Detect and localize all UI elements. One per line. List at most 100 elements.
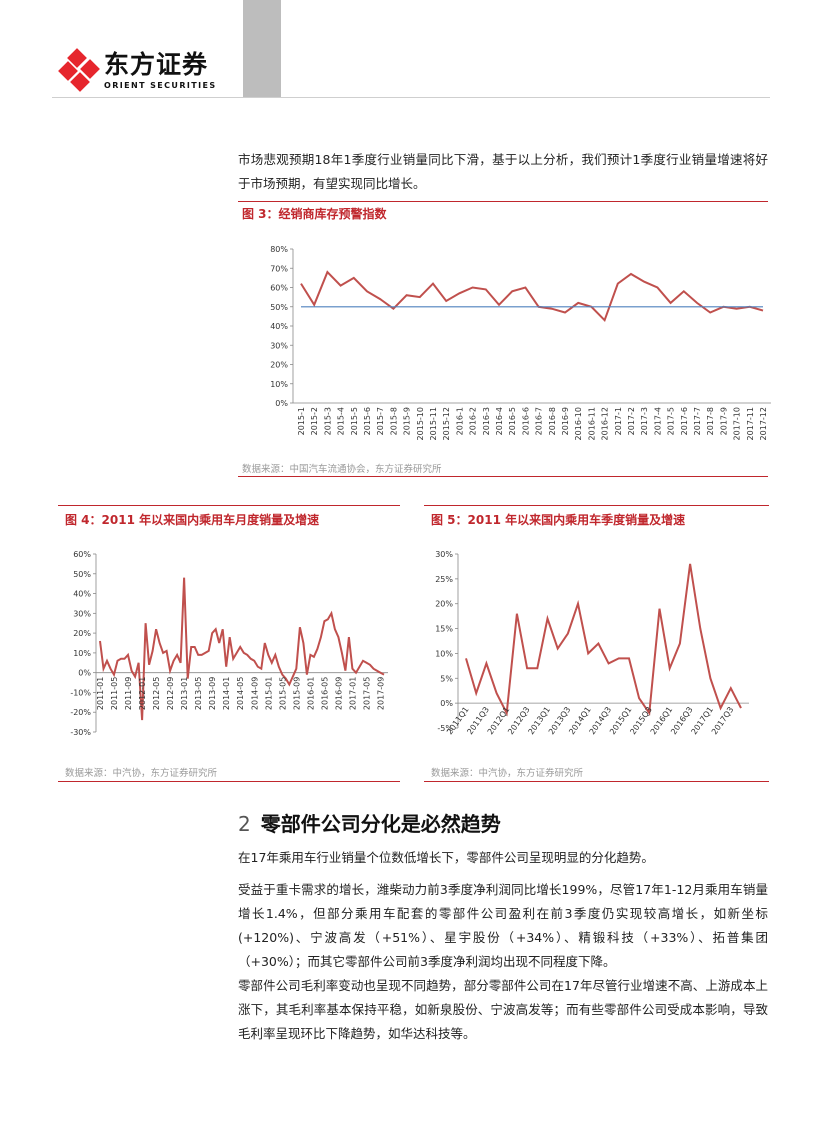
figure5-title: 图 5：2011 年以来国内乘用车季度销量及增速 (431, 513, 686, 527)
y-tick-label: 60% (73, 550, 91, 559)
x-tick-label: 2017-05 (362, 677, 371, 710)
figure5-chart: -5%0%5%10%15%20%25%30%2011Q12011Q32012Q1… (435, 550, 749, 736)
series-line-0 (300, 270, 764, 323)
y-tick-label: 15% (435, 625, 453, 634)
x-tick-label: 2015-8 (389, 407, 398, 435)
y-tick-label: -5% (437, 724, 453, 733)
x-tick-label: 2015-7 (376, 407, 385, 435)
y-tick-label: 10% (73, 649, 91, 658)
y-tick-label: 40% (270, 322, 288, 331)
x-tick-label: 2016-7 (535, 407, 544, 435)
y-tick-label: 0% (440, 699, 453, 708)
x-tick-label: 2012-01 (138, 677, 147, 710)
x-tick-label: 2016-12 (601, 407, 610, 440)
figure3-chart: 0% 10% 20% 30% 40% 50% 60% 70% 80% 2015-1 2015-2 20… (270, 245, 771, 440)
x-tick-label: 2016-4 (495, 407, 504, 435)
x-tick-label: 2015-5 (350, 407, 359, 435)
x-tick-label: 2015-1 (297, 407, 306, 435)
y-tick-label: 20% (73, 629, 91, 638)
x-tick-label: 2016-05 (320, 677, 329, 710)
y-tick-label: 40% (73, 590, 91, 599)
x-tick-label: 2017-1 (614, 407, 623, 435)
figure4-top-rule (58, 505, 400, 506)
y-tick-label: 50% (270, 303, 288, 312)
figure4-chart: -30% -20% -10% 0% 10% 20% 30% 40% 50% 60% 2011-01 2… (70, 550, 388, 737)
x-tick-label: 2017-09 (376, 677, 385, 710)
header-gray-bar (243, 0, 281, 98)
y-tick-label: -10% (70, 688, 91, 697)
x-tick-label: 2016-3 (482, 407, 491, 435)
x-tick-label: 2011-09 (124, 677, 133, 710)
x-tick-label: 2017-2 (627, 407, 636, 435)
figure5-top-rule (424, 505, 769, 506)
x-tick-label: 2017-4 (653, 407, 662, 435)
x-tick-label: 2013-05 (194, 677, 203, 710)
body-paragraph-2: 受益于重卡需求的增长，潍柴动力前3季度净利润同比增长199%，尽管17年1-12… (238, 882, 768, 969)
x-tick-label: 2016-10 (574, 407, 583, 440)
x-tick-label: 2017-01 (348, 677, 357, 710)
section-heading: 2 零部件公司分化是必然趋势 (238, 808, 501, 837)
x-tick-label: 2012-09 (166, 677, 175, 710)
x-tick-label: 2015-11 (429, 407, 438, 440)
x-tick-label: 2017-8 (706, 407, 715, 435)
brand-name-cn: 东方证券 (104, 50, 209, 79)
x-tick-label: 2016-6 (521, 407, 530, 435)
figure3-top-rule (238, 201, 768, 202)
y-tick-label: 20% (435, 600, 453, 609)
x-tick-label: 2014-05 (236, 677, 245, 710)
figure3-source: 数据来源：中国汽车流通协会，东方证券研究所 (242, 464, 442, 475)
y-tick-label: 50% (73, 570, 91, 579)
figure3-bottom-rule (238, 476, 768, 477)
x-tick-label: 2017-6 (680, 407, 689, 435)
header-divider (52, 97, 770, 98)
x-tick-label: 2011-05 (110, 677, 119, 710)
figure4-bottom-rule (58, 781, 400, 782)
x-tick-label: 2015-3 (323, 407, 332, 435)
x-tick-label: 2017-9 (719, 407, 728, 435)
figure4-title: 图 4：2011 年以来国内乘用车月度销量及增速 (65, 513, 320, 527)
y-tick-label: -20% (70, 708, 91, 717)
x-tick-label: 2015-6 (363, 407, 372, 435)
y-tick-label: 0% (275, 399, 288, 408)
x-tick-label: 2015-01 (264, 677, 273, 710)
x-tick-label: 2017-11 (746, 407, 755, 440)
x-tick-label: 2016-1 (455, 407, 464, 435)
x-tick-label: 2015-09 (292, 677, 301, 710)
x-tick-label: 2014-01 (222, 677, 231, 710)
x-tick-label: 2017-3 (640, 407, 649, 435)
y-tick-label: 80% (270, 245, 288, 254)
section-title: 零部件公司分化是必然趋势 (260, 812, 501, 836)
series-line-0 (99, 577, 385, 721)
y-tick-label: 10% (270, 380, 288, 389)
y-tick-label: 5% (440, 674, 453, 683)
brand-logo-icon (58, 48, 100, 92)
y-tick-label: 0% (78, 669, 91, 678)
figure3-title: 图 3：经销商库存预警指数 (242, 207, 387, 221)
figure5-source: 数据来源：中汽协，东方证券研究所 (431, 768, 584, 779)
x-tick-label: 2014-09 (250, 677, 259, 710)
x-tick-label: 2017-7 (693, 407, 702, 435)
y-tick-label: 30% (73, 609, 91, 618)
brand-name-en: ORIENT SECURITIES (104, 81, 217, 90)
x-tick-label: 2012-05 (152, 677, 161, 710)
figure5-bottom-rule (424, 781, 769, 782)
x-tick-label: 2011-01 (96, 677, 105, 710)
x-tick-label: 2015-12 (442, 407, 451, 440)
y-tick-label: 30% (270, 341, 288, 350)
x-tick-label: 2017-5 (667, 407, 676, 435)
body-paragraph-3: 零部件公司毛利率变动也呈现不同趋势，部分零部件公司在17年尽管行业增速不高、上游… (238, 978, 768, 1041)
x-tick-label: 2016-11 (587, 407, 596, 440)
body-paragraph-1: 在17年乘用车行业销量个位数低增长下，零部件公司呈现明显的分化趋势。 (238, 850, 654, 865)
x-tick-label: 2015-05 (278, 677, 287, 710)
figure4-source: 数据来源：中汽协，东方证券研究所 (65, 768, 218, 779)
y-tick-label: 60% (270, 284, 288, 293)
section-number: 2 (238, 812, 251, 836)
x-tick-label: 2013-09 (208, 677, 217, 710)
x-tick-label: 2015-10 (416, 407, 425, 440)
y-tick-label: 30% (435, 550, 453, 559)
x-tick-label: 2016-01 (306, 677, 315, 710)
x-tick-label: 2016-5 (508, 407, 517, 435)
x-tick-label: 2015-4 (337, 407, 346, 435)
y-tick-label: 20% (270, 361, 288, 370)
x-tick-label: 2015-9 (403, 407, 412, 435)
